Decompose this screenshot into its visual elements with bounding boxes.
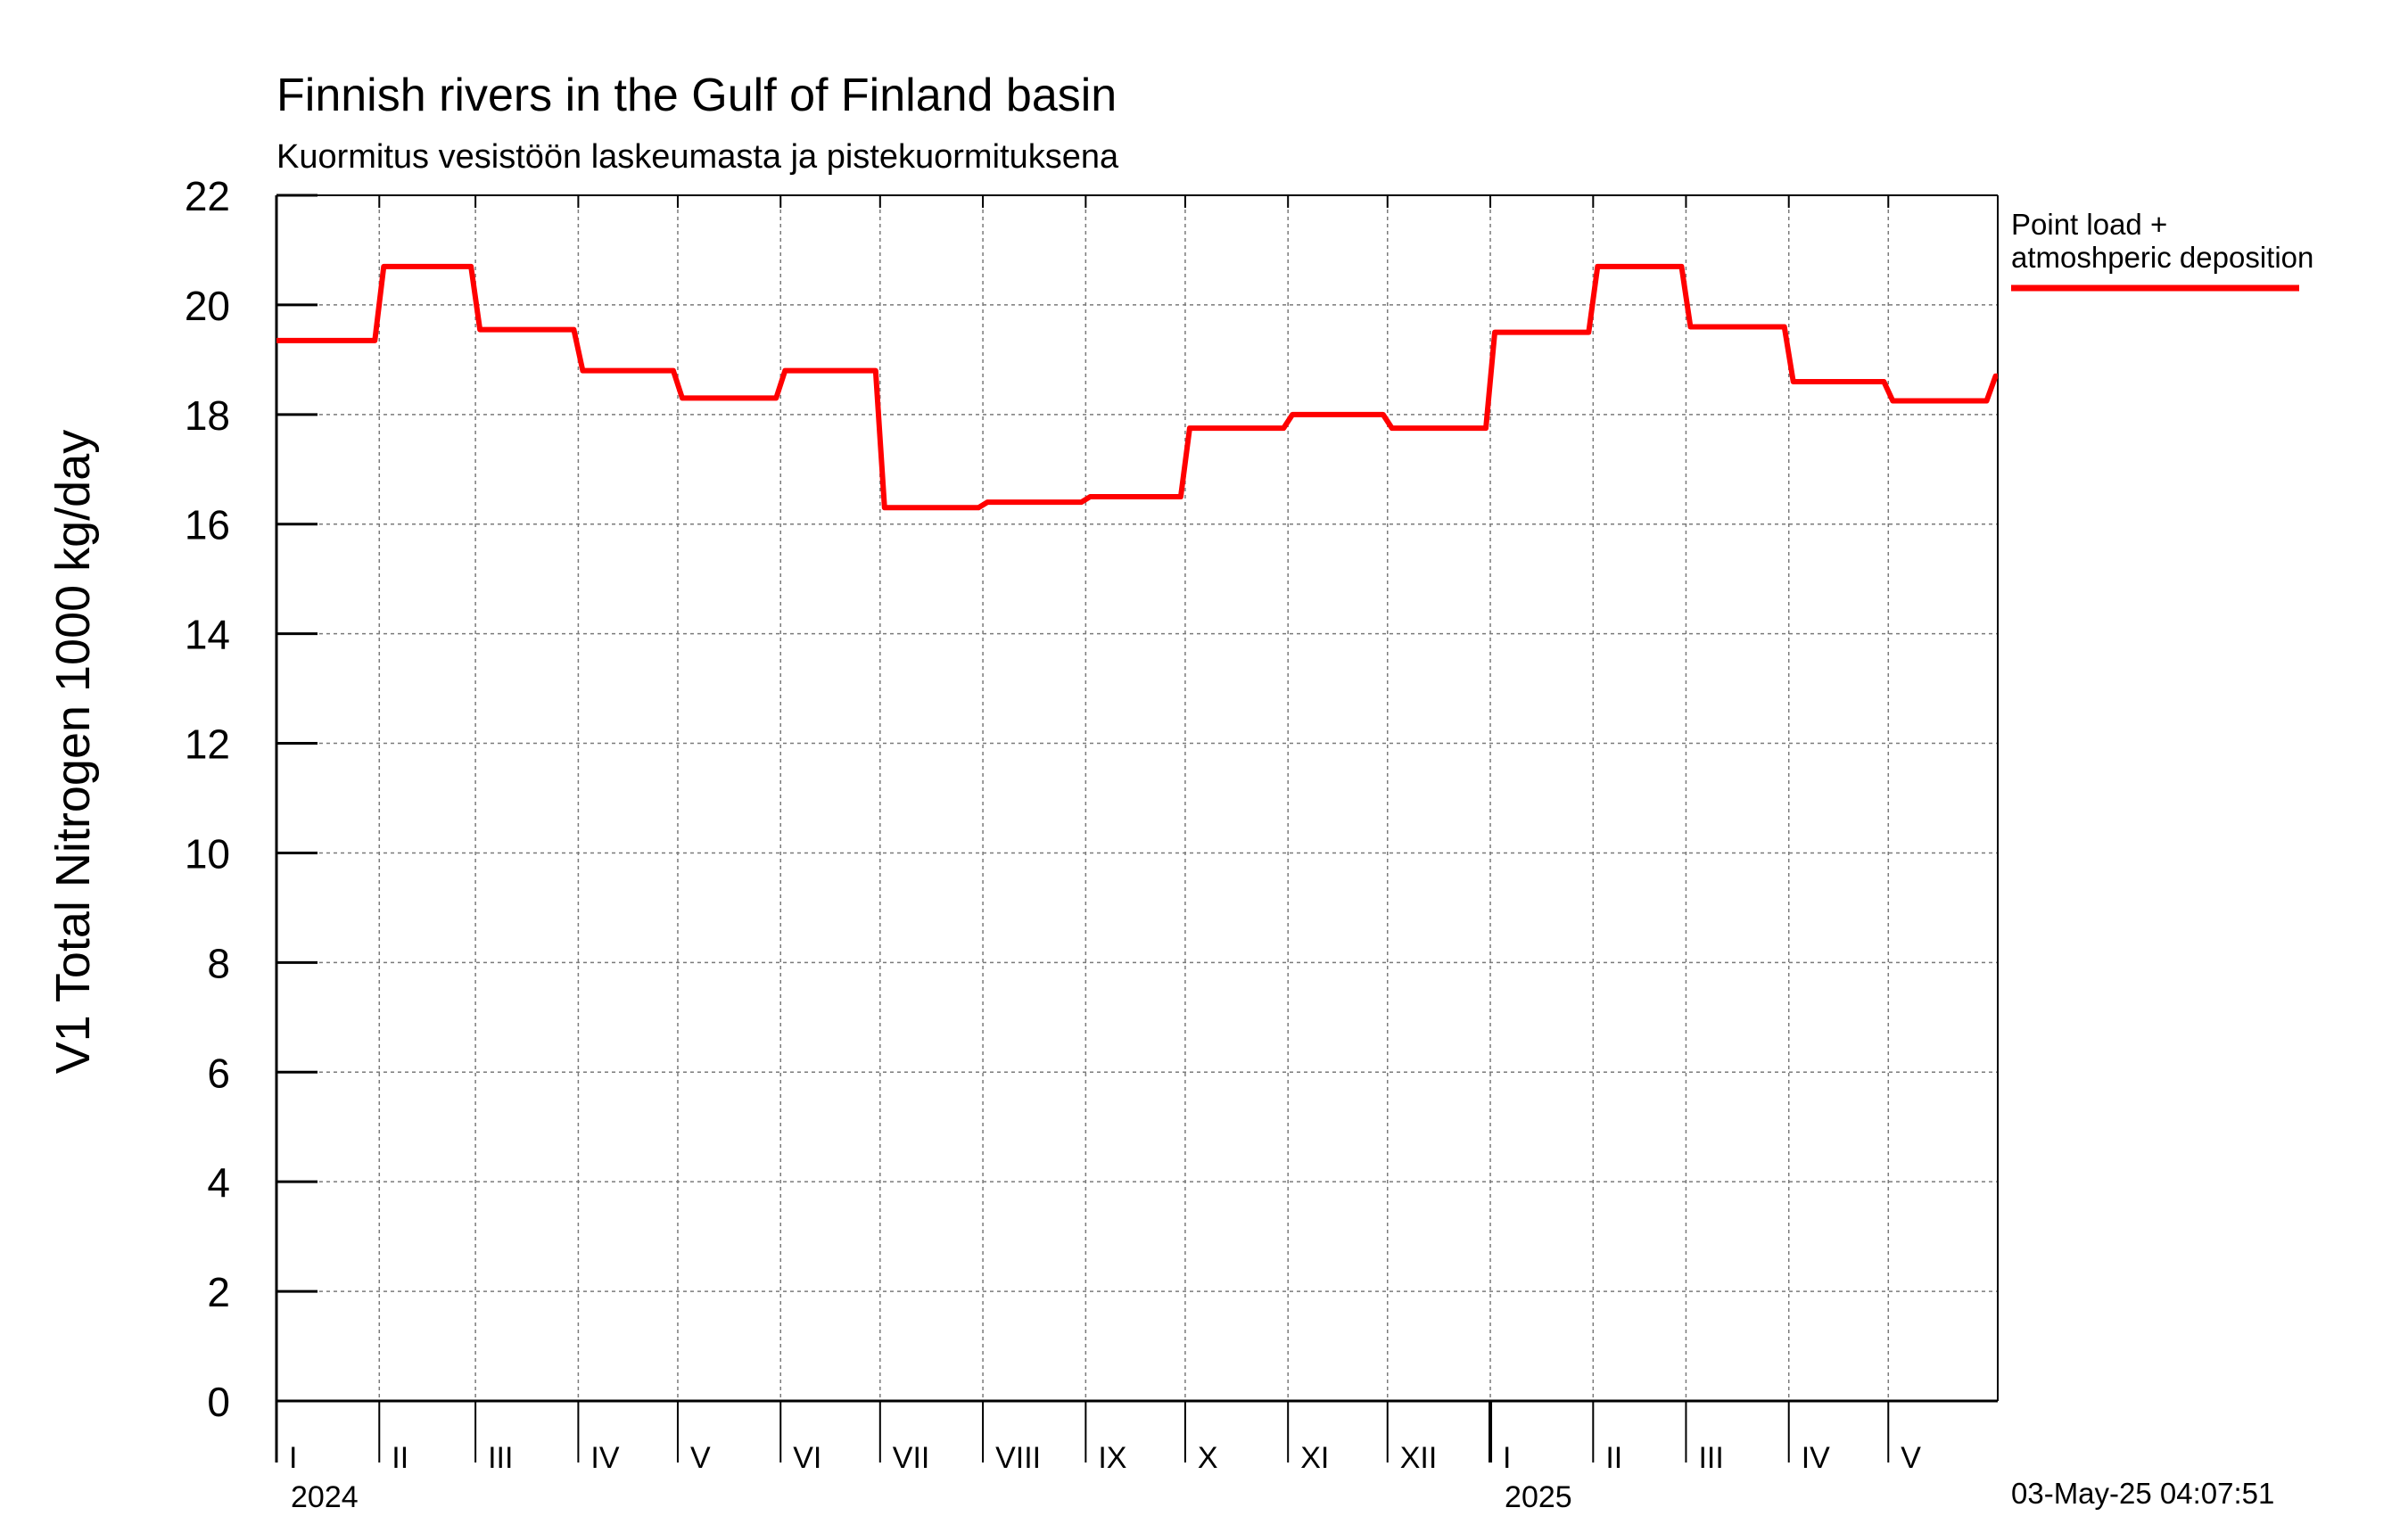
grid — [276, 194, 1998, 1401]
y-tick-label: 8 — [207, 940, 230, 986]
y-tick-label: 20 — [185, 283, 230, 329]
y-tick-label: 18 — [185, 392, 230, 439]
month-label: VI — [793, 1441, 821, 1475]
month-label: X — [1198, 1441, 1218, 1475]
year-label: 2025 — [1505, 1480, 1572, 1514]
y-tick-label: 0 — [207, 1379, 230, 1425]
legend: Point load + atmoshperic deposition — [2011, 208, 2313, 292]
year-label: 2024 — [291, 1480, 359, 1514]
series-layer — [276, 263, 1999, 511]
axes — [275, 194, 1999, 1462]
month-label: IV — [590, 1441, 619, 1475]
month-label: IX — [1098, 1441, 1126, 1475]
month-label: II — [392, 1441, 408, 1475]
y-tick-label: 6 — [207, 1050, 230, 1096]
month-label: II — [1605, 1441, 1622, 1475]
legend-label-line-2: atmoshperic deposition — [2011, 241, 2313, 274]
y-tick-labels: 0 2 4 6 8 10 12 14 16 18 20 22 — [185, 173, 230, 1425]
month-label: VII — [893, 1441, 930, 1475]
month-label: IV — [1802, 1441, 1830, 1475]
y-tick-label: 2 — [207, 1269, 230, 1315]
y-tick-label: 22 — [185, 173, 230, 219]
month-label: V — [690, 1441, 711, 1475]
y-tick-label: 12 — [185, 721, 230, 768]
y-tick-label: 4 — [207, 1159, 230, 1206]
legend-label-line-1: Point load + — [2011, 208, 2167, 241]
month-label: XI — [1300, 1441, 1329, 1475]
y-tick-label: 16 — [185, 502, 230, 548]
month-label: V — [1901, 1441, 1921, 1475]
chart-title: Finnish rivers in the Gulf of Finland ba… — [276, 70, 1117, 121]
month-label: I — [1503, 1441, 1511, 1475]
month-label: I — [289, 1441, 297, 1475]
y-tick-label: 14 — [185, 612, 230, 658]
timestamp: 03-May-25 04:07:51 — [2011, 1477, 2274, 1510]
y-axis-label: V1 Total Nitrogen 1000 kg/day — [46, 430, 100, 1075]
month-label: XII — [1400, 1441, 1438, 1475]
series-line — [276, 263, 1999, 511]
month-label: III — [488, 1441, 513, 1475]
month-label: VIII — [995, 1441, 1041, 1475]
y-tick-label: 10 — [185, 830, 230, 877]
month-label: III — [1698, 1441, 1723, 1475]
chart-subtitle: Kuormitus vesistöön laskeumasta ja piste… — [276, 138, 1119, 176]
